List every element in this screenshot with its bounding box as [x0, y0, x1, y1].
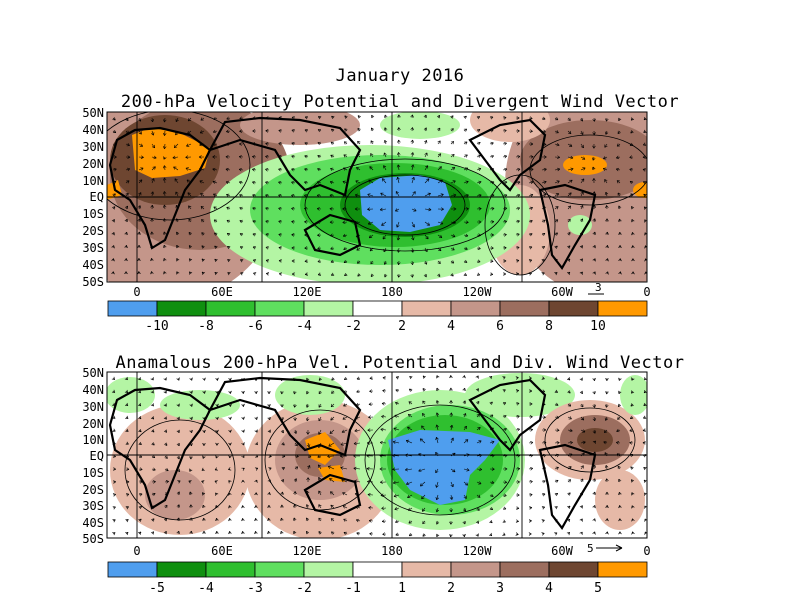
top-map-title: 200-hPa Velocity Potential and Divergent…	[120, 92, 680, 112]
top-colorbar-swatch	[450, 300, 501, 317]
lat-tick: 20N	[82, 417, 104, 431]
lon-tick: 120W	[463, 285, 493, 299]
lat-tick: 40N	[82, 383, 104, 397]
top-colorbar-label: -10	[145, 319, 168, 334]
lat-tick: 20S	[82, 483, 104, 497]
top-colorbar-swatch	[156, 300, 207, 317]
top-colorbar-label: 6	[496, 319, 504, 334]
bottom-anomaly-map	[106, 371, 648, 539]
bottom-colorbar: -5 -4 -3 -2 -1 1 2 3 4 5	[107, 561, 648, 596]
top-colorbar-label: -8	[198, 319, 214, 334]
bottom-colorbar-swatch	[597, 561, 648, 578]
lat-tick: 50S	[82, 532, 104, 546]
bottom-vector-reference-arrowhead	[615, 544, 623, 552]
bottom-colorbar-swatch	[254, 561, 305, 578]
bottom-colorbar-swatch	[303, 561, 354, 578]
top-colorbar-label: 2	[398, 319, 406, 334]
top-colorbar-swatch	[205, 300, 256, 317]
lon-tick: 120W	[463, 544, 493, 558]
lon-tick: 180	[381, 544, 403, 558]
lon-tick: 60W	[551, 285, 573, 299]
lat-tick: 30N	[82, 140, 104, 154]
map-month-title: January 2016	[335, 66, 465, 86]
bottom-lon-axis: 0 60E 120E 180 120W 60W 0	[133, 544, 650, 558]
bottom-colorbar-swatch	[352, 561, 403, 578]
top-colorbar-swatch	[254, 300, 305, 317]
top-colorbar-swatch	[303, 300, 354, 317]
bottom-colorbar-label: -4	[198, 581, 214, 596]
lat-tick: EQ	[90, 449, 104, 463]
bottom-colorbar-swatch	[156, 561, 207, 578]
lon-tick: 60E	[211, 285, 233, 299]
top-lon-axis: 0 60E 120E 180 120W 60W 0	[133, 285, 650, 299]
lat-tick: 40N	[82, 123, 104, 137]
lat-tick: 40S	[82, 516, 104, 530]
bottom-colorbar-label: 1	[398, 581, 406, 596]
bottom-lat-axis: 50N 40N 30N 20N 10N EQ 10S 20S 30S 40S 5…	[82, 366, 104, 546]
top-colorbar-label: 10	[590, 319, 606, 334]
bottom-colorbar-label: 3	[496, 581, 504, 596]
lat-tick: 50N	[82, 366, 104, 380]
bottom-colorbar-label: 4	[545, 581, 553, 596]
bottom-colorbar-swatch	[548, 561, 599, 578]
top-vector-reference-label: 3	[595, 281, 602, 294]
bottom-map-title: Anamalous 200-hPa Vel. Potential and Div…	[115, 353, 685, 373]
lon-tick: 60E	[211, 544, 233, 558]
lat-tick: 50S	[82, 275, 104, 289]
lat-tick: 30S	[82, 241, 104, 255]
lat-tick: EQ	[90, 190, 104, 204]
bottom-colorbar-label: 5	[594, 581, 602, 596]
lat-tick: 40S	[82, 258, 104, 272]
lon-tick: 120E	[293, 544, 322, 558]
top-colorbar: -10 -8 -6 -4 -2 2 4 6 8 10	[107, 300, 648, 334]
lon-tick: 120E	[293, 285, 322, 299]
top-colorbar-label: -2	[345, 319, 361, 334]
bottom-colorbar-swatch	[499, 561, 550, 578]
bottom-colorbar-label: -2	[296, 581, 312, 596]
lat-tick: 20N	[82, 157, 104, 171]
lon-tick: 0	[643, 285, 650, 299]
top-colorbar-label: 4	[447, 319, 455, 334]
lon-tick: 0	[133, 544, 140, 558]
lat-tick: 10N	[82, 174, 104, 188]
top-colorbar-swatch	[548, 300, 599, 317]
bottom-colorbar-label: -5	[149, 581, 165, 596]
lat-tick: 10S	[82, 466, 104, 480]
top-velocity-potential-map	[106, 111, 648, 283]
top-colorbar-label: -4	[296, 319, 312, 334]
lat-tick: 30N	[82, 400, 104, 414]
lon-tick: 60W	[551, 544, 573, 558]
bottom-colorbar-swatch	[107, 561, 158, 578]
bottom-vector-reference-label: 5	[587, 542, 594, 555]
top-colorbar-label: 8	[545, 319, 553, 334]
top-lat-axis: 50N 40N 30N 20N 10N EQ 10S 20S 30S 40S 5…	[82, 106, 104, 289]
lon-tick: 0	[643, 544, 650, 558]
top-colorbar-swatch	[401, 300, 452, 317]
bottom-colorbar-swatch	[401, 561, 452, 578]
bottom-colorbar-label: -1	[345, 581, 361, 596]
lat-tick: 50N	[82, 106, 104, 120]
lon-tick: 0	[133, 285, 140, 299]
top-colorbar-swatch	[352, 300, 403, 317]
bottom-colorbar-label: -3	[247, 581, 263, 596]
top-colorbar-swatch	[107, 300, 158, 317]
bottom-colorbar-swatch	[205, 561, 256, 578]
lat-tick: 10N	[82, 433, 104, 447]
lat-tick: 10S	[82, 207, 104, 221]
lat-tick: 20S	[82, 224, 104, 238]
lon-tick: 180	[381, 285, 403, 299]
lat-tick: 30S	[82, 499, 104, 513]
top-colorbar-swatch	[597, 300, 648, 317]
top-colorbar-swatch	[499, 300, 550, 317]
bottom-colorbar-swatch	[450, 561, 501, 578]
bottom-colorbar-label: 2	[447, 581, 455, 596]
top-colorbar-label: -6	[247, 319, 263, 334]
